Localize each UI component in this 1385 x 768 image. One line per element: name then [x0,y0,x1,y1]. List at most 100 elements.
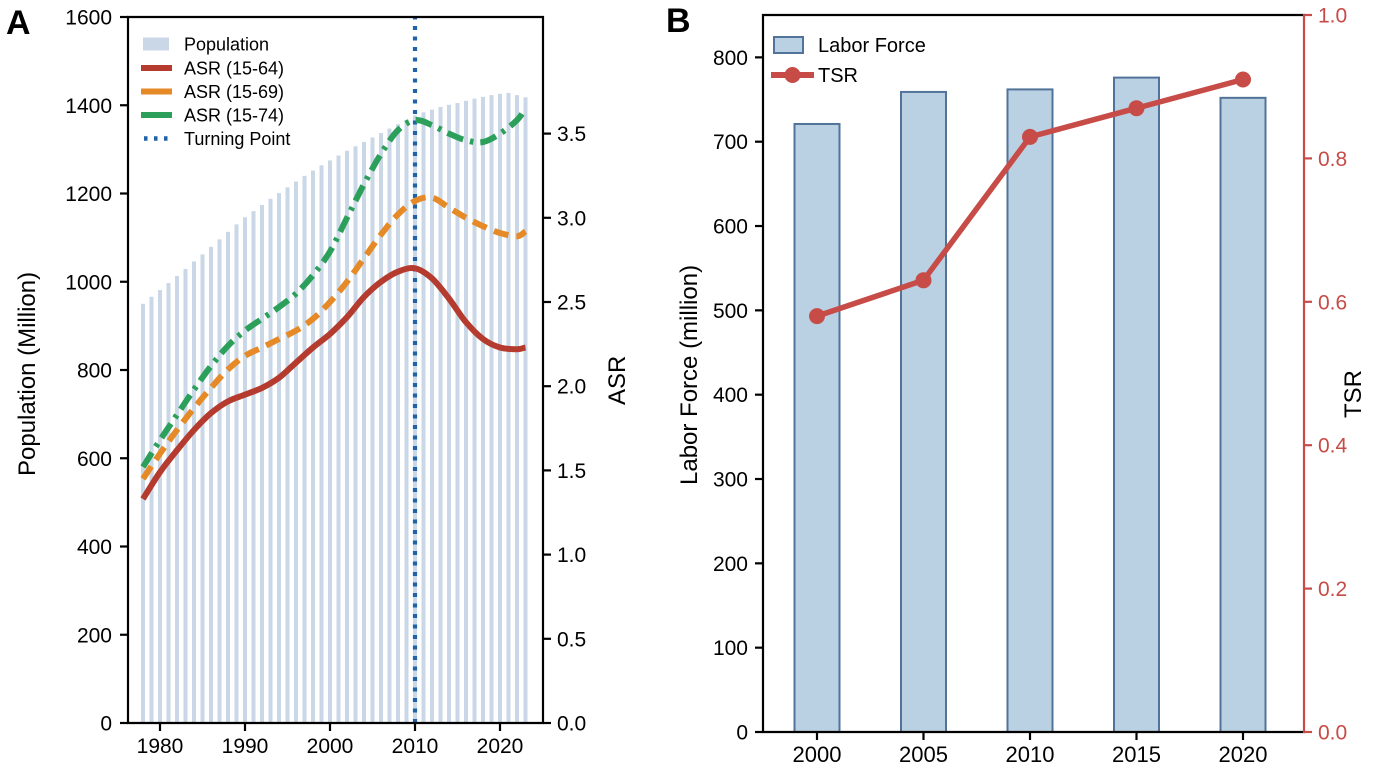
legend-label: Turning Point [184,129,290,149]
population-bar [294,181,298,723]
y-right-tick-label: 1.0 [557,544,586,567]
population-bar [328,160,332,723]
population-bar [379,133,383,723]
legend-label: TSR [818,65,858,87]
population-bar [362,141,366,723]
population-bar [447,104,451,724]
y-left-tick-label: 200 [713,553,748,576]
panel-a-chart: 0 200 400 600 800 1000 1200 1400 1600 0.0 0.5 1.0 1.… [65,7,586,759]
population-bar [277,193,281,724]
x-tick-label: 2000 [793,742,842,767]
x-tick-label: 2000 [307,735,354,758]
population-bar [217,239,222,723]
population-bar [489,95,494,723]
population-bar [370,137,375,723]
population-bar [472,98,477,724]
y-right-tick-label: 2.5 [557,292,586,315]
population-bar [506,92,511,723]
y-left-tick-label: 100 [713,637,748,660]
population-bar [149,296,154,723]
legend-label: ASR (15-74) [184,106,284,126]
y-left-tick-label: 700 [713,131,748,154]
population-bar [192,261,196,723]
tsr-marker [1022,128,1038,145]
population-bar [183,268,188,723]
population-bar [234,224,239,723]
y-left-tick-label: 1400 [65,95,112,118]
population-bar [243,217,247,723]
labor-force-bar [1219,96,1267,734]
tsr-marker [809,308,825,325]
population-bar [260,204,264,723]
x-tick-label: 2010 [1006,742,1055,767]
y-left-tick-label: 0 [100,713,112,736]
population-bar [166,283,171,723]
population-bar [464,100,468,723]
y-right-tick-label: 0.2 [1318,578,1347,601]
population-bar [302,175,307,724]
x-tick-label: 1980 [137,735,184,758]
panel-a-letter: A [6,4,31,42]
y-right-tick-label: 3.0 [557,207,586,230]
labor-force-bar [900,90,947,733]
y-right-tick-label: 0.6 [1318,291,1347,314]
population-bar [158,290,162,723]
x-tick-label: 2005 [899,742,948,767]
population-bar [396,124,400,723]
y-left-tick-label: 200 [77,624,112,647]
legend-swatch-population [143,37,169,51]
y-left-tick-label: 500 [713,300,748,323]
x-tick-label: 2020 [1219,742,1268,767]
legend-label: ASR (15-69) [184,82,284,102]
y-left-tick-label: 800 [77,360,112,383]
population-bar [226,231,230,724]
y-left-tick-label: 800 [713,47,748,70]
y-left-tick-label: 600 [713,216,748,239]
x-tick-label: 2010 [392,735,439,758]
x-tick-label: 2015 [1112,742,1161,767]
legend-key-tsr-marker [784,67,801,83]
y-left-tick-label: 1200 [65,183,112,206]
population-bar [200,254,205,723]
panel-b-legend: Labor Force TSR [771,35,926,87]
y-left-tick-label: 300 [713,469,748,492]
y-left-tick-label: 600 [77,448,112,471]
y-left-tick-label: 1000 [65,271,112,294]
population-bar [345,150,349,724]
y-left-tick-label: 400 [713,384,748,407]
population-bar [141,303,145,723]
population-bar [421,112,426,723]
panel-b-axes [755,13,1305,740]
population-bars [141,92,528,724]
y-right-tick-label: 0.0 [1318,722,1347,745]
legend-label: ASR (15-64) [184,59,284,79]
y-right-tick-label: 2.0 [557,376,586,399]
x-tick-label: 2020 [477,735,524,758]
population-bar [311,170,315,723]
panel-a-axes [120,15,551,731]
labor-force-bar [1006,88,1054,734]
population-bar [515,95,519,723]
y-right-tick-label: 0.0 [557,713,586,736]
tsr-marker [1235,71,1251,88]
population-bar [285,187,290,723]
tsr-marker [1128,100,1145,117]
population-bar [387,128,392,724]
panel-a-legend: Population ASR (15-64) ASR (15-69) ASR (15-… [141,35,290,149]
asr-curve [140,265,527,501]
y-right-tick-label: 3.5 [557,123,586,146]
legend-swatch-labor-force [773,36,804,54]
legend-label: Labor Force [818,35,926,57]
y-right-tick-label: 0.5 [557,628,586,651]
population-bar [251,211,256,723]
population-bar [336,155,341,724]
tsr-marker [915,272,932,289]
population-bar [438,107,443,723]
labor-force-bars [793,76,1267,734]
labor-force-bar [1113,76,1160,734]
y-left-tick-label: 0 [736,722,748,745]
population-bar [498,93,502,724]
panel-b-letter: B [666,2,691,40]
y-left-tick-label: 1600 [65,7,112,30]
